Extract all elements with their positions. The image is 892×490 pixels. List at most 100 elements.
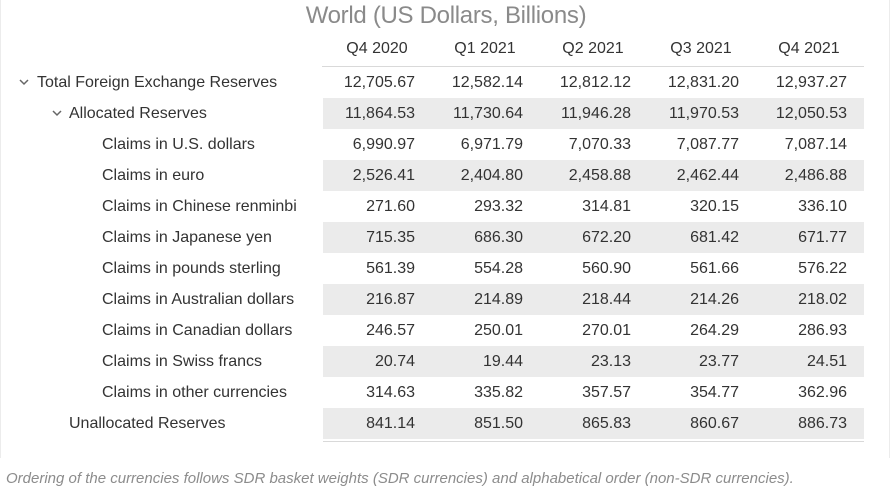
table-cell: 314.63: [366, 384, 415, 401]
table-cell: 12,831.20: [667, 74, 739, 91]
table-row: Allocated Reserves 11,864.53 11,730.64 1…: [0, 98, 892, 129]
row-label: Claims in euro: [102, 167, 205, 184]
table-cell: 715.35: [366, 229, 415, 246]
table-row: Claims in Australian dollars 216.87 214.…: [0, 284, 892, 315]
table-row: Claims in Japanese yen 715.35 686.30 672…: [0, 222, 892, 253]
row-band: [323, 160, 864, 191]
table-cell: 271.60: [366, 198, 415, 215]
column-header-row: Q4 2020 Q1 2021 Q2 2021 Q3 2021 Q4 2021: [0, 36, 892, 66]
table-cell: 6,990.97: [352, 136, 415, 153]
table-cell: 681.42: [690, 229, 739, 246]
table-cell: 214.89: [474, 291, 523, 308]
row-label: Claims in U.S. dollars: [102, 136, 255, 153]
table-cell: 19.44: [482, 353, 523, 370]
table-cell: 11,946.28: [561, 105, 631, 122]
row-label: Claims in pounds sterling: [102, 260, 281, 277]
table-cell: 686.30: [474, 229, 523, 246]
column-header: Q4 2020: [346, 40, 408, 57]
table-row: Total Foreign Exchange Reserves 12,705.6…: [0, 67, 892, 98]
row-label: Claims in Chinese renminbi: [102, 198, 297, 215]
table-cell: 246.57: [366, 322, 415, 339]
table-cell: 23.13: [590, 353, 631, 370]
table-cell: 293.32: [474, 198, 523, 215]
table-cell: 270.01: [582, 322, 631, 339]
footnote: Ordering of the currencies follows SDR b…: [6, 470, 794, 487]
table-cell: 362.96: [798, 384, 847, 401]
page-title: World (US Dollars, Billions): [305, 2, 587, 29]
row-band: [323, 346, 864, 377]
table-cell: 24.51: [806, 353, 847, 370]
column-header: Q3 2021: [670, 40, 732, 57]
row-band: [323, 222, 864, 253]
header-divider: [322, 66, 864, 67]
table-cell: 250.01: [474, 322, 523, 339]
row-label: Claims in Swiss francs: [102, 353, 263, 370]
table-row: Claims in euro 2,526.41 2,404.80 2,458.8…: [0, 160, 892, 191]
table-cell: 865.83: [582, 415, 631, 432]
table-cell: 11,970.53: [669, 105, 739, 122]
table-cell: 320.15: [690, 198, 739, 215]
table-cell: 216.87: [366, 291, 415, 308]
table-row: Claims in U.S. dollars 6,990.97 6,971.79…: [0, 129, 892, 160]
table-cell: 886.73: [798, 415, 847, 432]
row-label: Claims in Australian dollars: [102, 291, 295, 308]
table-cell: 671.77: [798, 229, 847, 246]
table-cell: 20.74: [374, 353, 415, 370]
row-label: Unallocated Reserves: [69, 415, 226, 432]
table-cell: 7,070.33: [568, 136, 631, 153]
table-cell: 11,864.53: [345, 105, 415, 122]
table-cell: 672.20: [582, 229, 631, 246]
column-header: Q4 2021: [778, 40, 840, 57]
table-row: Claims in other currencies 314.63 335.82…: [0, 377, 892, 408]
table-frame: [0, 0, 890, 458]
table-cell: 6,971.79: [460, 136, 523, 153]
table-cell: 2,486.88: [784, 167, 847, 184]
table-cell: 218.44: [582, 291, 631, 308]
row-band: [323, 408, 864, 439]
table-cell: 2,526.41: [352, 167, 415, 184]
table-cell: 335.82: [474, 384, 523, 401]
table-cell: 7,087.77: [676, 136, 739, 153]
table-cell: 12,050.53: [775, 105, 847, 122]
table-cell: 560.90: [582, 260, 631, 277]
table-row: Claims in pounds sterling 561.39 554.28 …: [0, 253, 892, 284]
row-band: [323, 284, 864, 315]
table-cell: 2,458.88: [568, 167, 631, 184]
row-band: [323, 98, 864, 129]
table-cell: 314.81: [582, 198, 631, 215]
row-label[interactable]: Total Foreign Exchange Reserves: [37, 74, 278, 91]
table-cell: 286.93: [798, 322, 847, 339]
row-label: Claims in Canadian dollars: [102, 322, 293, 339]
table-row: Claims in Chinese renminbi 271.60 293.32…: [0, 191, 892, 222]
row-label: Claims in Japanese yen: [102, 229, 272, 246]
table-cell: 2,462.44: [676, 167, 739, 184]
table-cell: 561.39: [366, 260, 415, 277]
table-cell: 23.77: [698, 353, 739, 370]
table-cell: 12,937.27: [775, 74, 847, 91]
chevron-down-icon[interactable]: [51, 98, 63, 129]
column-header: Q2 2021: [562, 40, 624, 57]
table-cell: 860.67: [690, 415, 739, 432]
table-cell: 11,730.64: [453, 105, 523, 122]
table-bottom-divider: [323, 441, 864, 442]
table-cell: 554.28: [474, 260, 523, 277]
table-cell: 841.14: [366, 415, 415, 432]
table-cell: 12,812.12: [559, 74, 631, 91]
table-cell: 354.77: [690, 384, 739, 401]
table-row: Claims in Canadian dollars 246.57 250.01…: [0, 315, 892, 346]
chevron-down-icon[interactable]: [18, 67, 30, 98]
table-cell: 576.22: [798, 260, 847, 277]
table-cell: 214.26: [690, 291, 739, 308]
row-label[interactable]: Allocated Reserves: [69, 105, 207, 122]
column-header: Q1 2021: [454, 40, 516, 57]
table-cell: 7,087.14: [784, 136, 847, 153]
table-row: Unallocated Reserves 841.14 851.50 865.8…: [0, 408, 892, 439]
table-cell: 851.50: [474, 415, 523, 432]
table-cell: 218.02: [798, 291, 847, 308]
row-label: Claims in other currencies: [102, 384, 287, 401]
table-cell: 336.10: [798, 198, 847, 215]
table-row: Claims in Swiss francs 20.74 19.44 23.13…: [0, 346, 892, 377]
table-cell: 264.29: [690, 322, 739, 339]
table-cell: 12,705.67: [343, 74, 415, 91]
table-cell: 357.57: [582, 384, 631, 401]
